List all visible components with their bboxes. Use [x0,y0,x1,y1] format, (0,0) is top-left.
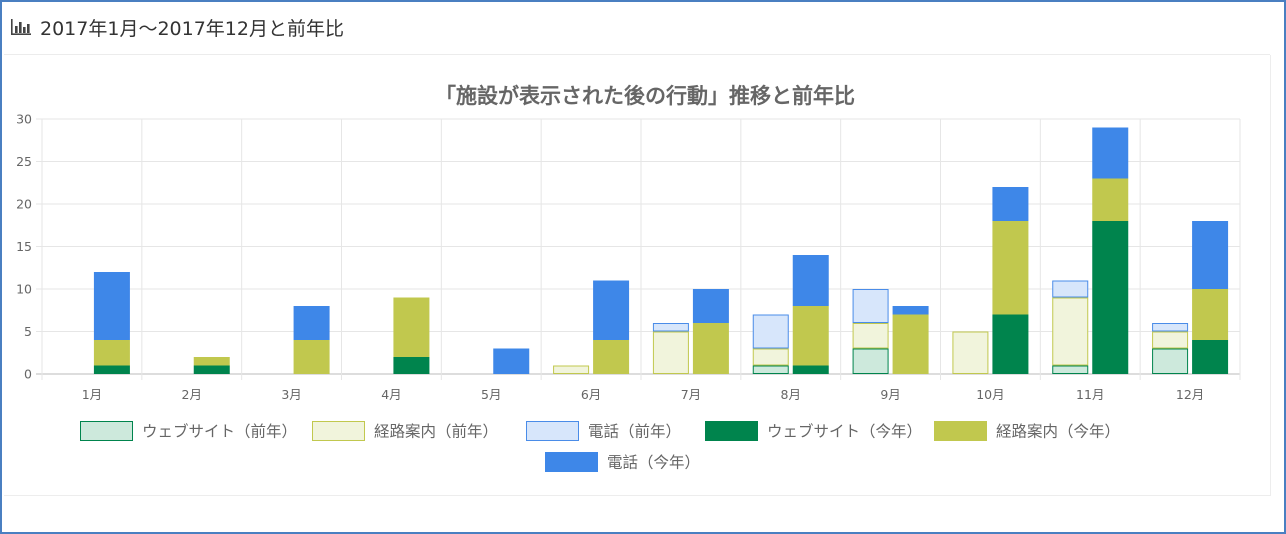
bar-segment [293,340,330,374]
bar-segment [1092,178,1129,221]
x-tick-label: 9月 [880,387,900,402]
chart-panel: 「施設が表示された後の行動」推移と前年比 0 5 10 15 20 25 30 1月 2月 3月 4月… [4,55,1271,496]
bar-segment [752,314,789,349]
bar-segment [752,365,789,374]
bar-segment [692,323,729,374]
bar-segment [992,221,1029,315]
bar-segment [1092,127,1129,179]
x-tick-label: 7月 [681,387,701,402]
bar-segment [892,306,929,315]
x-tick-label: 8月 [781,387,801,402]
bar-segment [1192,340,1229,374]
bar-segment [593,340,630,374]
bar-segment [1152,331,1189,349]
bar-segment [792,306,829,366]
y-tick-label: 15 [16,239,32,254]
card-header: 2017年1月～2017年12月と前年比 [10,10,344,44]
bar-segment [1192,221,1229,289]
legend-label: 電話（今年） [607,454,700,472]
x-tick-label: 11月 [1076,387,1104,402]
bar-segment [293,306,330,340]
legend-swatch [934,421,987,441]
bar-segment [1192,289,1229,340]
y-tick-label: 20 [16,197,32,212]
header-divider [4,54,1270,55]
bar-segment [93,365,130,374]
legend-swatch [526,421,579,441]
y-tick-label: 25 [16,154,32,169]
y-tick-label: 0 [24,367,32,382]
x-tick-label: 10月 [976,387,1004,402]
bar-segment [892,314,929,374]
x-tick-label: 3月 [281,387,301,402]
bar-segment [493,348,530,374]
bar-segment [1052,297,1089,366]
bar-segment [792,365,829,374]
bar-segment [1152,348,1189,374]
bar-segment [852,348,889,374]
bar-segment [992,314,1029,374]
y-tick-label: 10 [16,282,32,297]
legend-label: ウェブサイト（前年） [142,422,297,441]
x-tick-label: 4月 [381,387,401,402]
bar-segment [193,357,230,366]
y-tick-label: 5 [24,324,32,339]
y-tick-label: 30 [16,112,32,127]
stacked-bar-chart: 「施設が表示された後の行動」推移と前年比 0 5 10 15 20 25 30 1月 2月 3月 4月… [16,84,1241,472]
bar-segment [652,323,689,332]
x-tick-label: 12月 [1176,387,1204,402]
bar-segment [992,187,1029,221]
legend-swatch [545,452,598,472]
bar-segment [1092,221,1129,374]
bar-segment [1052,365,1089,374]
bar-segment [393,297,430,357]
bar-segment [553,365,590,374]
x-tick-label: 2月 [182,387,202,402]
bar-segment [952,331,989,374]
legend-swatch [80,421,133,441]
bar-segment [93,272,130,340]
x-tick-label: 1月 [82,387,102,402]
legend-swatch [705,421,758,441]
bar-segment [193,365,230,374]
bar-segment [652,331,689,374]
bar-segment [752,348,789,366]
x-tick-label: 5月 [481,387,501,402]
legend-label: 電話（前年） [588,423,681,441]
legend-label: 経路案内（今年） [996,423,1120,441]
card-title: 2017年1月～2017年12月と前年比 [40,17,344,40]
bar-segment [692,289,729,323]
bar-segment [1052,280,1089,298]
legend-label: ウェブサイト（今年） [767,422,922,441]
bar-chart-icon [11,19,31,35]
bar-segment [1152,323,1189,332]
x-tick-label: 6月 [581,387,601,402]
bar-segment [93,340,130,366]
bar-segment [593,280,630,340]
bar-segment [852,289,889,323]
legend-swatch [312,421,365,441]
bar-segment [852,323,889,349]
chart-title: 「施設が表示された後の行動」推移と前年比 [435,84,855,108]
legend-label: 経路案内（前年） [374,423,498,441]
bar-segment [393,357,430,374]
bar-segment [792,255,829,306]
